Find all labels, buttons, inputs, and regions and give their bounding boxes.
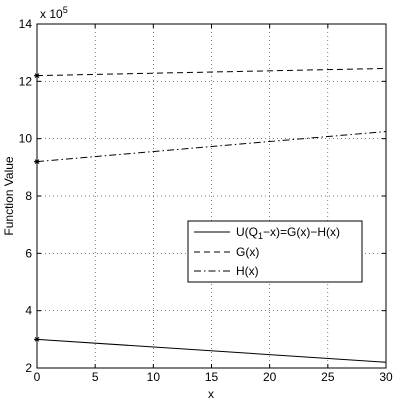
y-multiplier-base: x 10 bbox=[40, 7, 63, 21]
y-multiplier: x 105 bbox=[40, 5, 68, 21]
series-line-1 bbox=[36, 338, 387, 363]
x-tick-label: 20 bbox=[263, 370, 277, 384]
x-tick-label: 10 bbox=[147, 370, 161, 384]
y-multiplier-exponent: 5 bbox=[63, 5, 68, 15]
y-tick-label: 10 bbox=[19, 132, 33, 146]
x-tick-label: 15 bbox=[205, 370, 219, 384]
legend-label-part: U(Q bbox=[236, 225, 258, 239]
y-axis-label: Function Value bbox=[2, 156, 16, 235]
legend-label-2: G(x) bbox=[236, 245, 259, 259]
series-line-3 bbox=[36, 131, 387, 163]
y-tick-label: 14 bbox=[19, 17, 33, 31]
x-tick-label: 25 bbox=[321, 370, 335, 384]
legend-label-part: −x)=G(x)−H(x) bbox=[263, 225, 340, 239]
legend-label-1: U(Q1−x)=G(x)−H(x) bbox=[236, 225, 340, 241]
ticks: 0 5 10 15 20 25 30 2 4 6 8 10 12 14 bbox=[19, 17, 393, 384]
y-tick-label: 8 bbox=[25, 189, 32, 203]
y-tick-label: 12 bbox=[19, 74, 33, 88]
y-tick-label: 2 bbox=[25, 361, 32, 375]
legend-label-3: H(x) bbox=[236, 264, 259, 278]
y-tick-label: 6 bbox=[25, 246, 32, 260]
x-axis-label: x bbox=[208, 387, 214, 401]
grid bbox=[37, 24, 386, 368]
x-tick-label: 30 bbox=[379, 370, 393, 384]
series-line-2 bbox=[36, 67, 387, 77]
legend: U(Q1−x)=G(x)−H(x) G(x) H(x) bbox=[187, 220, 363, 283]
y-tick-label: 4 bbox=[25, 304, 32, 318]
x-tick-label: 5 bbox=[92, 370, 99, 384]
x-tick-label: 0 bbox=[34, 370, 41, 384]
legend-label-subscript: 1 bbox=[258, 231, 263, 241]
